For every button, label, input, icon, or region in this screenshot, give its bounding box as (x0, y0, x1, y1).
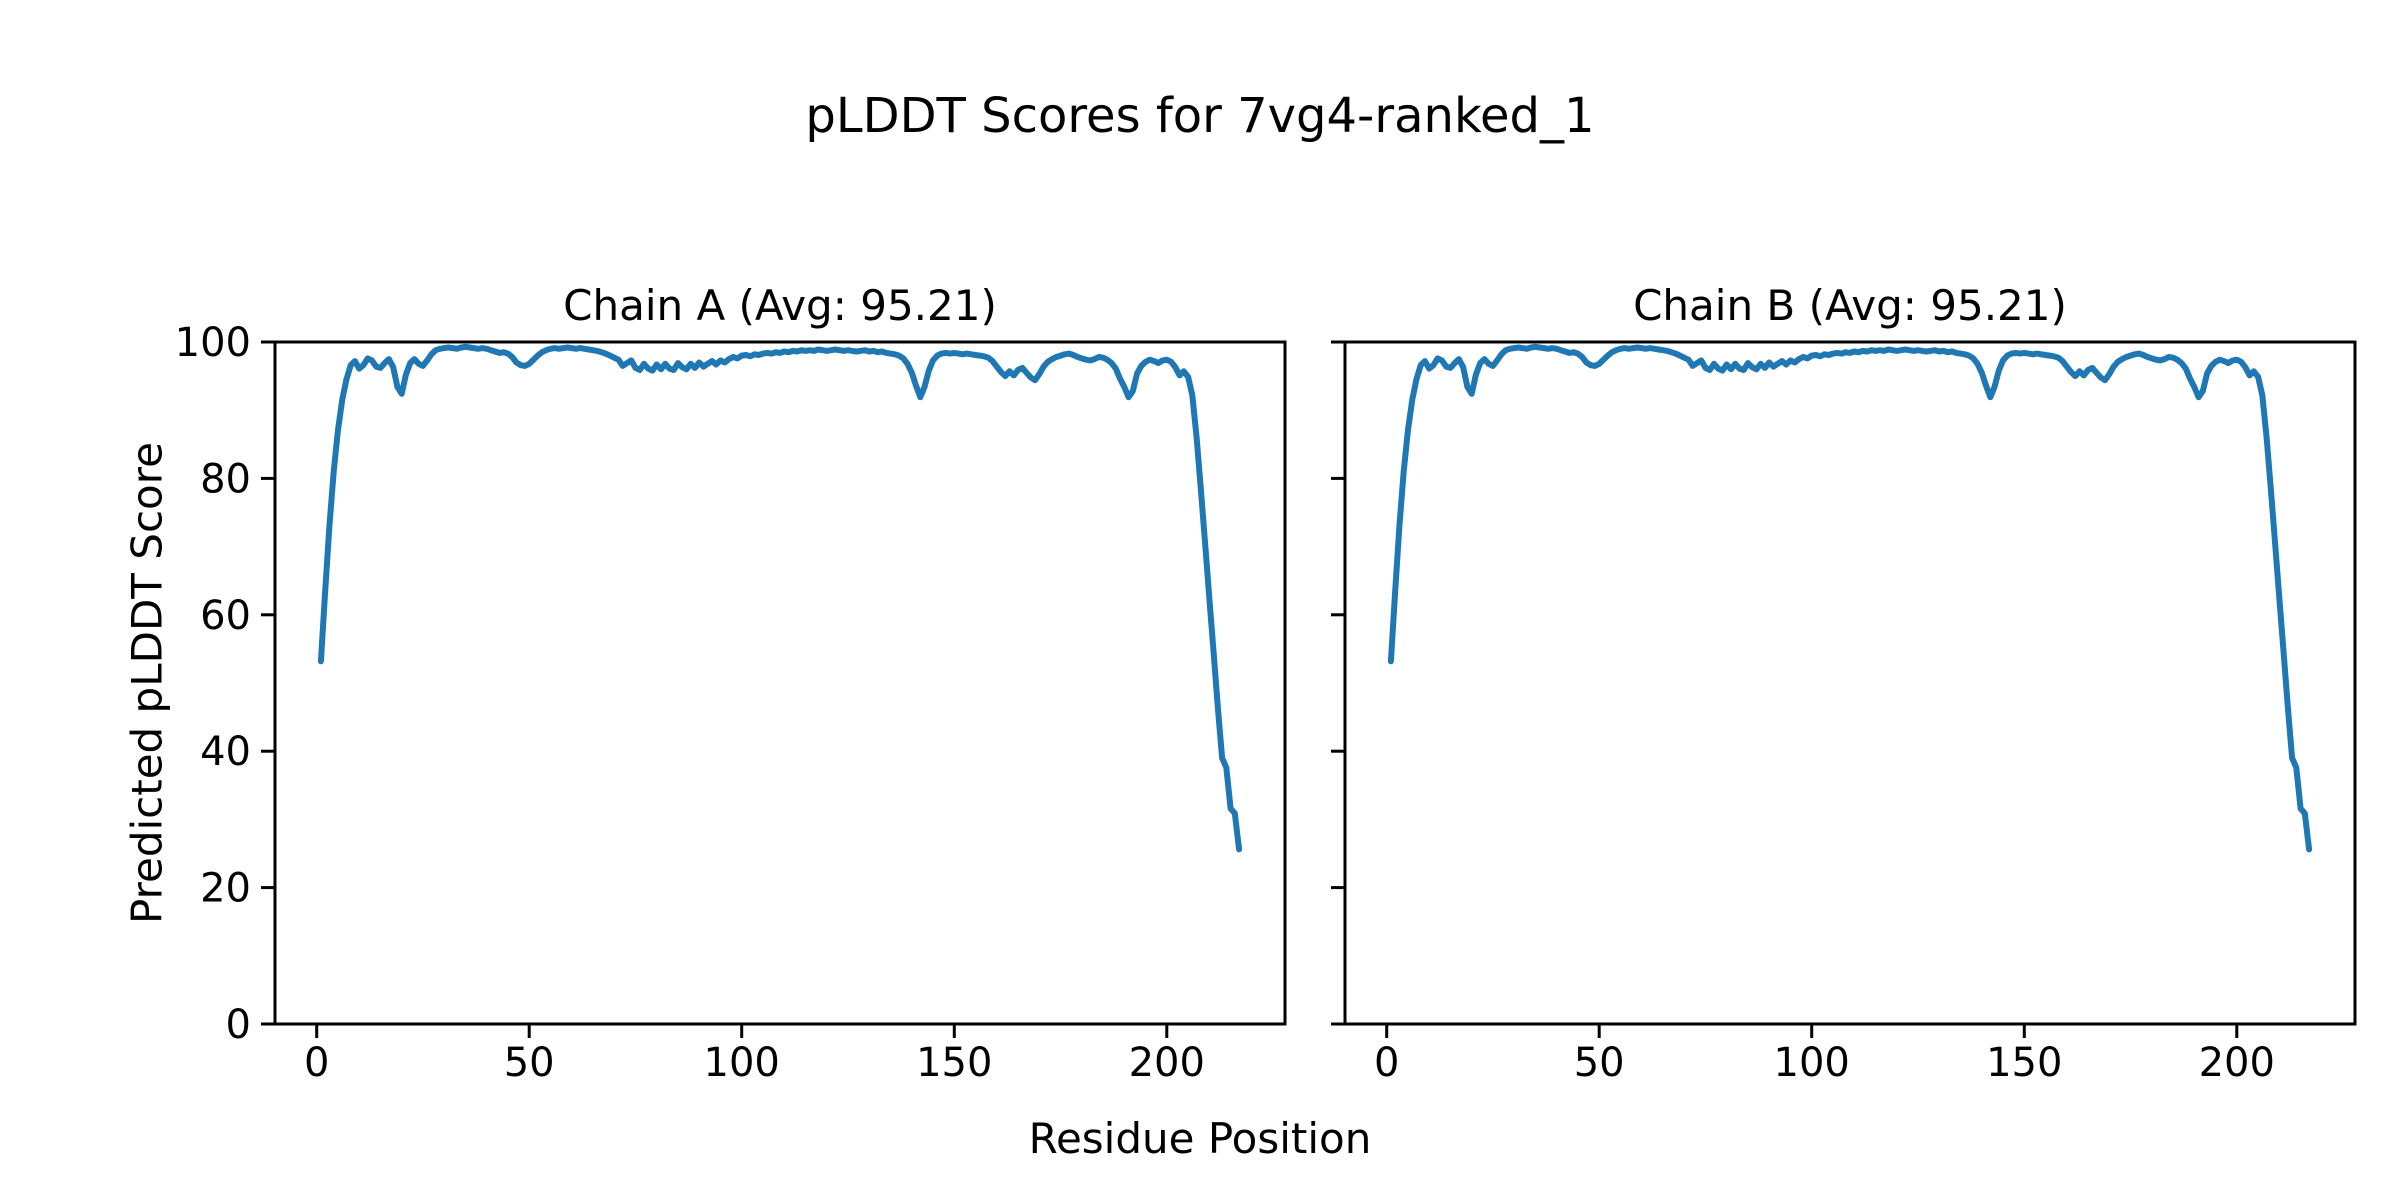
x-axis-label: Residue Position (1028, 1114, 1372, 1163)
y-axis-label: Predicted pLDDT Score (122, 442, 172, 924)
svg-text:150: 150 (1986, 1040, 2062, 1086)
svg-text:200: 200 (1129, 1040, 1205, 1086)
plot-canvas-chain-a: 0 50 100 150 200 0 20 40 60 80 100 (175, 320, 1287, 1086)
plot-border (273, 340, 1287, 1026)
svg-text:0: 0 (304, 1040, 329, 1086)
x-axis-ticks: 0 50 100 150 200 (1374, 1024, 2275, 1086)
plot-border (1343, 340, 2357, 1026)
figure-title: pLDDT Scores for 7vg4-ranked_1 (805, 88, 1595, 144)
svg-text:200: 200 (2199, 1040, 2275, 1086)
svg-text:80: 80 (200, 456, 251, 502)
svg-text:50: 50 (1574, 1040, 1625, 1086)
y-axis-ticks: 0 20 40 60 80 100 (175, 320, 275, 1048)
chain-a-title: Chain A (Avg: 95.21) (563, 281, 997, 330)
chain-b-title: Chain B (Avg: 95.21) (1633, 281, 2067, 330)
svg-text:100: 100 (704, 1040, 780, 1086)
y-axis-ticks (1331, 340, 1345, 1026)
plddt-line-chain-a (317, 343, 1243, 853)
chain-b-plot: 0 50 100 150 200 (1331, 340, 2357, 1086)
plddt-line-chain-b (1387, 343, 2313, 853)
svg-text:50: 50 (504, 1040, 555, 1086)
svg-text:60: 60 (200, 593, 251, 639)
svg-text:100: 100 (1774, 1040, 1850, 1086)
x-axis-ticks: 0 50 100 150 200 (304, 1024, 1205, 1086)
svg-text:0: 0 (226, 1002, 251, 1048)
svg-text:0: 0 (1374, 1040, 1399, 1086)
chain-a-plot: 0 50 100 150 200 0 20 40 60 80 100 (175, 320, 1287, 1086)
svg-text:150: 150 (916, 1040, 992, 1086)
svg-text:40: 40 (200, 729, 251, 775)
plot-canvas-chain-b: 0 50 100 150 200 (1331, 340, 2357, 1086)
svg-text:100: 100 (175, 320, 251, 366)
svg-text:20: 20 (200, 866, 251, 912)
